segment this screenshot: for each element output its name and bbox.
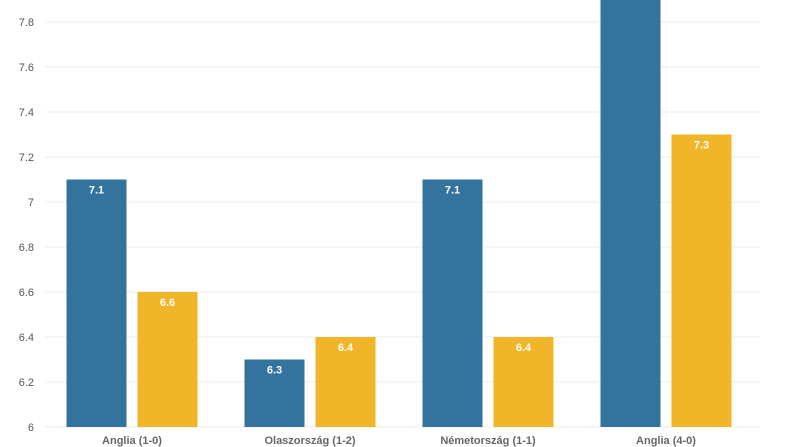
y-tick-label: 7 [28,197,34,209]
bar-series1-3 [422,179,483,427]
y-tick-label: 6 [28,422,34,434]
x-category-label: Anglia (1-0) [102,435,162,447]
bar-series2-1 [137,292,198,427]
data-label: 6.6 [160,297,175,309]
x-category-label: Németország (1-1) [440,435,536,447]
bar-series1-4 [600,0,661,427]
bars [66,0,732,427]
data-labels: 7.1 6.3 7.1 6.6 6.4 6.4 7.3 [89,140,709,377]
x-category-label: Anglia (4-0) [636,435,696,447]
y-axis-ticks: 6 6.2 6.4 6.6 6.8 7 7.2 7.4 7.6 7.8 [19,17,34,434]
data-label: 7.1 [89,185,104,197]
y-tick-label: 6.8 [19,242,34,254]
x-axis-categories: Anglia (1-0) Olaszország (1-2) Németország… [102,435,696,447]
data-label: 7.3 [694,140,709,152]
x-category-label: Olaszország (1-2) [264,435,355,447]
bar-series1-2 [244,359,305,427]
y-tick-label: 7.2 [19,152,34,164]
data-label: 6.3 [267,365,282,377]
y-tick-label: 7.8 [19,17,34,29]
data-label: 6.4 [516,342,532,354]
data-label: 6.4 [338,342,354,354]
bar-series2-3 [493,337,554,427]
data-label: 7.1 [445,185,460,197]
bar-series2-2 [315,337,376,427]
y-tick-label: 7.4 [19,107,34,119]
y-tick-label: 6.4 [19,332,34,344]
y-tick-label: 6.6 [19,287,34,299]
y-tick-label: 6.2 [19,377,34,389]
bar-series2-4 [671,134,732,427]
bar-series1-1 [66,179,127,427]
y-tick-label: 7.6 [19,62,34,74]
